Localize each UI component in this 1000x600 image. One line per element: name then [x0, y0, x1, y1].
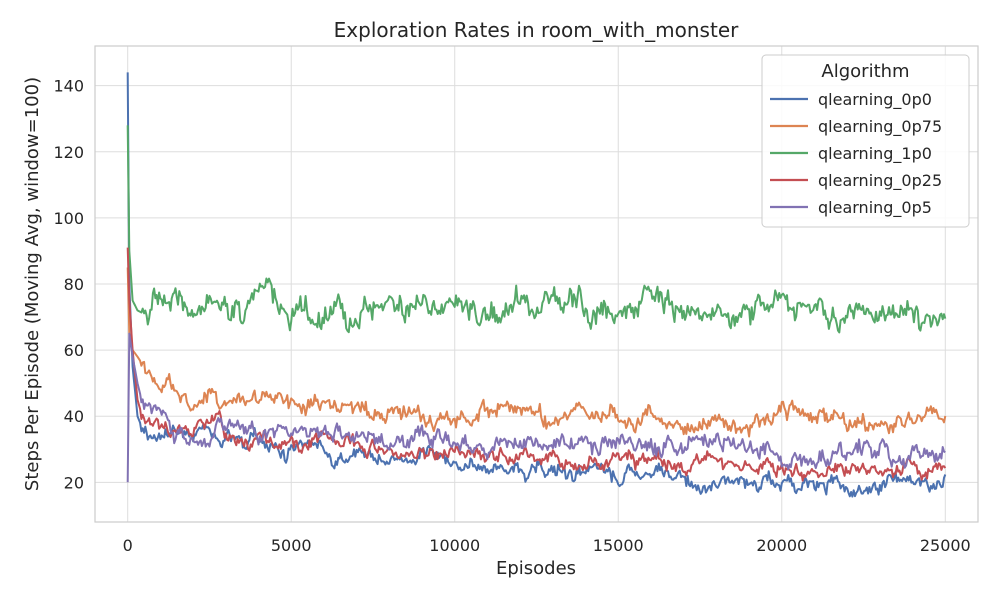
series-line-qlearning_1p0: [126, 125, 947, 334]
series-lines: [126, 72, 947, 498]
legend-box: [761, 54, 970, 228]
x-tick-label: 5000: [271, 536, 312, 555]
legend-entry: qlearning_0p5: [818, 198, 932, 218]
legend-entry: qlearning_0p0: [818, 90, 932, 110]
series-line-qlearning_0p5: [126, 332, 946, 483]
x-tick-labels: 0 5000 10000 15000 20000 25000: [123, 536, 971, 555]
y-tick-labels: 20 40 60 80 100 120 140: [53, 77, 84, 493]
x-tick-label: 20000: [756, 536, 807, 555]
y-tick-label: 120: [53, 143, 84, 162]
legend-entry: qlearning_0p75: [818, 117, 942, 137]
x-tick-label: 10000: [429, 536, 480, 555]
y-axis-label: Steps Per Episode (Moving Avg, window=10…: [22, 77, 43, 491]
x-tick-label: 15000: [593, 536, 644, 555]
y-tick-label: 40: [64, 407, 84, 426]
y-tick-label: 60: [64, 341, 84, 360]
y-tick-label: 100: [53, 209, 84, 228]
series-line-qlearning_0p75: [126, 267, 947, 438]
y-tick-label: 140: [53, 77, 84, 96]
x-tick-label: 0: [123, 536, 133, 555]
series-line-qlearning_0p25: [126, 247, 947, 482]
x-axis-label: Episodes: [496, 558, 576, 579]
legend-entry: qlearning_1p0: [818, 144, 932, 164]
legend: Algorithm qlearning_0p0 qlearning_0p75qlea…: [761, 54, 970, 228]
legend-title: Algorithm: [821, 61, 909, 82]
x-tick-label: 25000: [920, 536, 971, 555]
y-tick-label: 80: [64, 275, 84, 294]
plot-frame: [94, 45, 979, 523]
chart-title: Exploration Rates in room_with_monster: [334, 18, 739, 42]
y-tick-label: 20: [64, 473, 84, 492]
legend-entry: qlearning_0p25: [818, 171, 942, 191]
